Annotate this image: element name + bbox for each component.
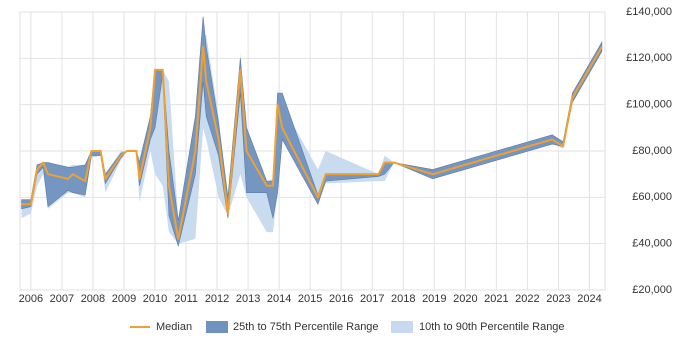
y-tick-label: £80,000 xyxy=(632,145,672,157)
x-tick-label: 2022 xyxy=(515,293,539,305)
percentile-band xyxy=(21,35,602,244)
x-tick-label: 2007 xyxy=(50,293,74,305)
x-tick-label: 2010 xyxy=(143,293,167,305)
y-tick-label: £60,000 xyxy=(632,191,672,203)
x-tick-label: 2006 xyxy=(19,293,43,305)
y-tick-label: £40,000 xyxy=(632,238,672,250)
x-tick-label: 2018 xyxy=(391,293,415,305)
legend-label: 10th to 90th Percentile Range xyxy=(419,321,565,333)
x-tick-label: 2023 xyxy=(546,293,570,305)
x-tick-label: 2008 xyxy=(81,293,105,305)
legend-swatch xyxy=(206,321,228,333)
x-tick-label: 2012 xyxy=(205,293,229,305)
x-tick-label: 2013 xyxy=(236,293,260,305)
x-tick-label: 2019 xyxy=(422,293,446,305)
y-tick-label: £120,000 xyxy=(626,52,672,64)
x-tick-label: 2015 xyxy=(298,293,322,305)
x-tick-label: 2016 xyxy=(329,293,353,305)
x-tick-label: 2017 xyxy=(360,293,384,305)
x-tick-label: 2024 xyxy=(577,293,601,305)
x-tick-label: 2020 xyxy=(453,293,477,305)
x-tick-label: 2014 xyxy=(267,293,291,305)
legend-label: Median xyxy=(156,321,192,333)
median-line xyxy=(21,45,603,241)
y-tick-label: £20,000 xyxy=(632,284,672,296)
x-tick-label: 2011 xyxy=(174,293,198,305)
x-tick-label: 2009 xyxy=(112,293,136,305)
y-tick-label: £100,000 xyxy=(626,99,672,111)
y-tick-label: £140,000 xyxy=(626,6,672,18)
x-tick-label: 2021 xyxy=(484,293,508,305)
legend-label: 25th to 75th Percentile Range xyxy=(233,321,379,333)
legend-swatch xyxy=(391,321,413,333)
